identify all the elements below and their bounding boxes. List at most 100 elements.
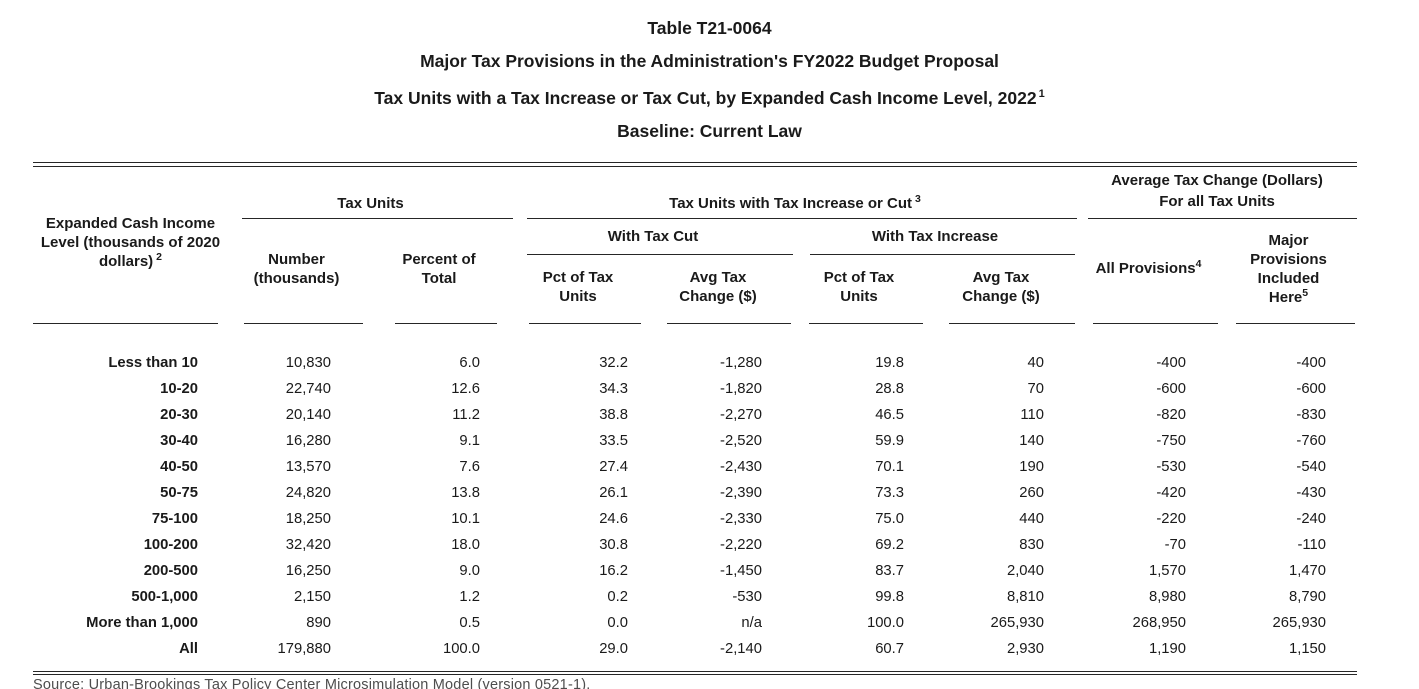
cell-percent-of-total: 6.0	[459, 354, 480, 371]
cell-cut-avg: -2,140	[720, 640, 762, 657]
cell-percent-of-total: 9.1	[459, 432, 480, 449]
cell-cut-avg: -2,330	[720, 510, 762, 527]
table-row: 500-1,000 2,150 1.2 0.2 -530 99.8 8,810 …	[33, 584, 1357, 610]
stub-header: Expanded Cash Income Level (thousands of…	[40, 215, 221, 270]
cell-cut-pct: 33.5	[599, 432, 628, 449]
cell-cut-pct: 29.0	[599, 640, 628, 657]
row-label: 40-50	[160, 458, 198, 475]
cell-number: 16,280	[285, 432, 331, 449]
data-table: Expanded Cash Income Level (thousands of…	[33, 167, 1358, 662]
col-header-inc-avg: Avg Tax Change ($)	[962, 268, 1040, 305]
cell-major-provisions: -540	[1296, 458, 1327, 475]
cell-cut-avg: -1,820	[720, 380, 762, 397]
cell-cut-avg: -530	[732, 588, 762, 605]
cell-cut-avg: -2,270	[720, 406, 762, 423]
cell-number: 16,250	[285, 562, 331, 579]
cell-increase-pct: 99.8	[875, 588, 904, 605]
cell-increase-avg: 40	[1027, 354, 1044, 371]
cell-increase-avg: 70	[1027, 380, 1044, 397]
col-header-cut-avg: Avg Tax Change ($)	[679, 268, 757, 305]
cell-all-provisions: 8,980	[1148, 588, 1186, 605]
cell-increase-pct: 60.7	[875, 640, 904, 657]
cell-cut-avg: -1,280	[720, 354, 762, 371]
group-header-increase-or-cut: Tax Units with Tax Increase or Cut 3	[513, 167, 1077, 219]
table-row: 30-40 16,280 9.1 33.5 -2,520 59.9 140 -7…	[33, 428, 1357, 454]
cell-major-provisions: -400	[1296, 354, 1327, 371]
cell-all-provisions: -600	[1156, 380, 1186, 397]
row-label: 20-30	[160, 406, 198, 423]
cell-number: 20,140	[285, 406, 331, 423]
table-row: 20-30 20,140 11.2 38.8 -2,270 46.5 110 -…	[33, 402, 1357, 428]
cell-number: 22,740	[285, 380, 331, 397]
cell-cut-pct: 24.6	[599, 510, 628, 527]
cell-increase-avg: 260	[1019, 484, 1044, 501]
cell-cut-pct: 0.0	[607, 614, 628, 631]
table-row: All 179,880 100.0 29.0 -2,140 60.7 2,930…	[33, 636, 1357, 662]
title-block: Table T21-0064 Major Tax Provisions in t…	[0, 12, 1419, 148]
cell-major-provisions: 1,470	[1288, 562, 1327, 579]
cell-increase-pct: 59.9	[875, 432, 904, 449]
row-label: 50-75	[160, 484, 198, 501]
footnote-ref-3: 3	[915, 192, 921, 205]
cell-increase-avg: 440	[1019, 510, 1044, 527]
footnote-ref-4: 4	[1195, 258, 1202, 270]
col-header-percent: Percent of Total	[402, 250, 476, 287]
cell-number: 13,570	[285, 458, 331, 475]
cell-cut-pct: 26.1	[599, 484, 628, 501]
row-label: All	[179, 640, 198, 657]
cell-increase-pct: 83.7	[875, 562, 904, 579]
table-bottom-rule	[33, 670, 1357, 675]
source-note: Source: Urban-Brookings Tax Policy Cente…	[33, 677, 591, 689]
row-label: More than 1,000	[86, 614, 198, 631]
group-header-avg-change: Average Tax Change (Dollars) For all Tax…	[1077, 167, 1358, 219]
cell-major-provisions: -430	[1296, 484, 1327, 501]
cell-percent-of-total: 18.0	[451, 536, 480, 553]
cell-percent-of-total: 11.2	[452, 406, 480, 423]
cell-increase-pct: 73.3	[875, 484, 904, 501]
row-label: 500-1,000	[131, 588, 198, 605]
cell-cut-avg: -2,430	[720, 458, 762, 475]
avg-change-line2: For all Tax Units	[1159, 192, 1275, 210]
cell-all-provisions: -820	[1156, 406, 1186, 423]
cell-number: 890	[306, 614, 331, 631]
cell-percent-of-total: 7.6	[459, 458, 480, 475]
table-row: 50-75 24,820 13.8 26.1 -2,390 73.3 260 -…	[33, 480, 1357, 506]
cell-increase-avg: 8,810	[1006, 588, 1044, 605]
footnote-ref-1: 1	[1038, 88, 1045, 100]
cell-major-provisions: 265,930	[1272, 614, 1327, 631]
cell-percent-of-total: 13.8	[451, 484, 480, 501]
cell-cut-avg: -1,450	[720, 562, 762, 579]
cell-all-provisions: -420	[1156, 484, 1186, 501]
col-header-major-provisions: Major Provisions Included Here5	[1250, 231, 1327, 306]
table-id: Table T21-0064	[647, 18, 772, 38]
cell-percent-of-total: 1.2	[459, 588, 480, 605]
cell-increase-avg: 265,930	[990, 614, 1045, 631]
subgroup-header-with-increase: With Tax Increase	[793, 219, 1077, 255]
cell-major-provisions: -600	[1296, 380, 1327, 397]
cell-cut-avg: -2,520	[720, 432, 762, 449]
cell-cut-pct: 16.2	[599, 562, 628, 579]
cell-cut-pct: 0.2	[607, 588, 628, 605]
subgroup-underline	[810, 253, 1075, 255]
table-header: Expanded Cash Income Level (thousands of…	[33, 167, 1358, 350]
cell-cut-pct: 38.8	[599, 406, 628, 423]
cell-increase-pct: 70.1	[875, 458, 904, 475]
cell-increase-pct: 46.5	[875, 406, 904, 423]
cell-major-provisions: 8,790	[1288, 588, 1327, 605]
title-main: Major Tax Provisions in the Administrati…	[420, 51, 999, 71]
cell-increase-avg: 2,040	[1006, 562, 1044, 579]
cell-number: 2,150	[293, 588, 331, 605]
cell-number: 10,830	[285, 354, 331, 371]
cell-percent-of-total: 9.0	[459, 562, 480, 579]
cell-cut-pct: 30.8	[599, 536, 628, 553]
cell-increase-pct: 69.2	[875, 536, 904, 553]
cell-increase-avg: 190	[1019, 458, 1044, 475]
table-row: More than 1,000 890 0.5 0.0 n/a 100.0 26…	[33, 610, 1357, 636]
cell-all-provisions: 268,950	[1132, 614, 1187, 631]
cell-number: 32,420	[285, 536, 331, 553]
row-label: 10-20	[160, 380, 198, 397]
cell-increase-pct: 75.0	[875, 510, 904, 527]
table-row: 100-200 32,420 18.0 30.8 -2,220 69.2 830…	[33, 532, 1357, 558]
cell-increase-avg: 140	[1019, 432, 1044, 449]
cell-all-provisions: -750	[1156, 432, 1186, 449]
